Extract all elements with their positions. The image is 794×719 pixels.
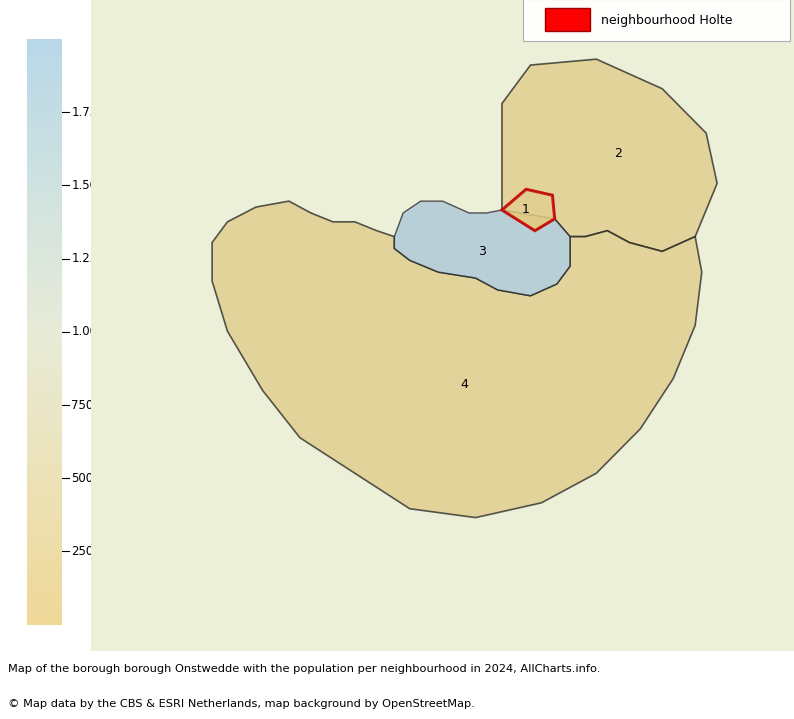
Text: 1: 1 [522,203,530,216]
Text: 500: 500 [71,472,94,485]
Text: Map of the borough borough Onstwedde with the population per neighbourhood in 20: Map of the borough borough Onstwedde wit… [8,664,600,674]
Text: 250: 250 [71,545,94,558]
Text: © Map data by the CBS & ESRI Netherlands, map background by OpenStreetMap.: © Map data by the CBS & ESRI Netherlands… [8,699,475,708]
Text: 1.500: 1.500 [71,179,105,192]
Text: neighbourhood Holte: neighbourhood Holte [601,14,732,27]
Text: 1.750: 1.750 [71,106,105,119]
Polygon shape [502,189,555,231]
Text: 3: 3 [478,245,486,258]
FancyBboxPatch shape [523,0,791,41]
Text: 2: 2 [615,147,622,160]
Text: 1.000: 1.000 [71,326,105,339]
Bar [545,9,590,31]
Polygon shape [502,59,717,252]
Text: 1.250: 1.250 [71,252,105,265]
Text: 750: 750 [71,398,94,411]
Text: 4: 4 [461,378,468,391]
Polygon shape [395,201,570,296]
Polygon shape [212,201,702,518]
